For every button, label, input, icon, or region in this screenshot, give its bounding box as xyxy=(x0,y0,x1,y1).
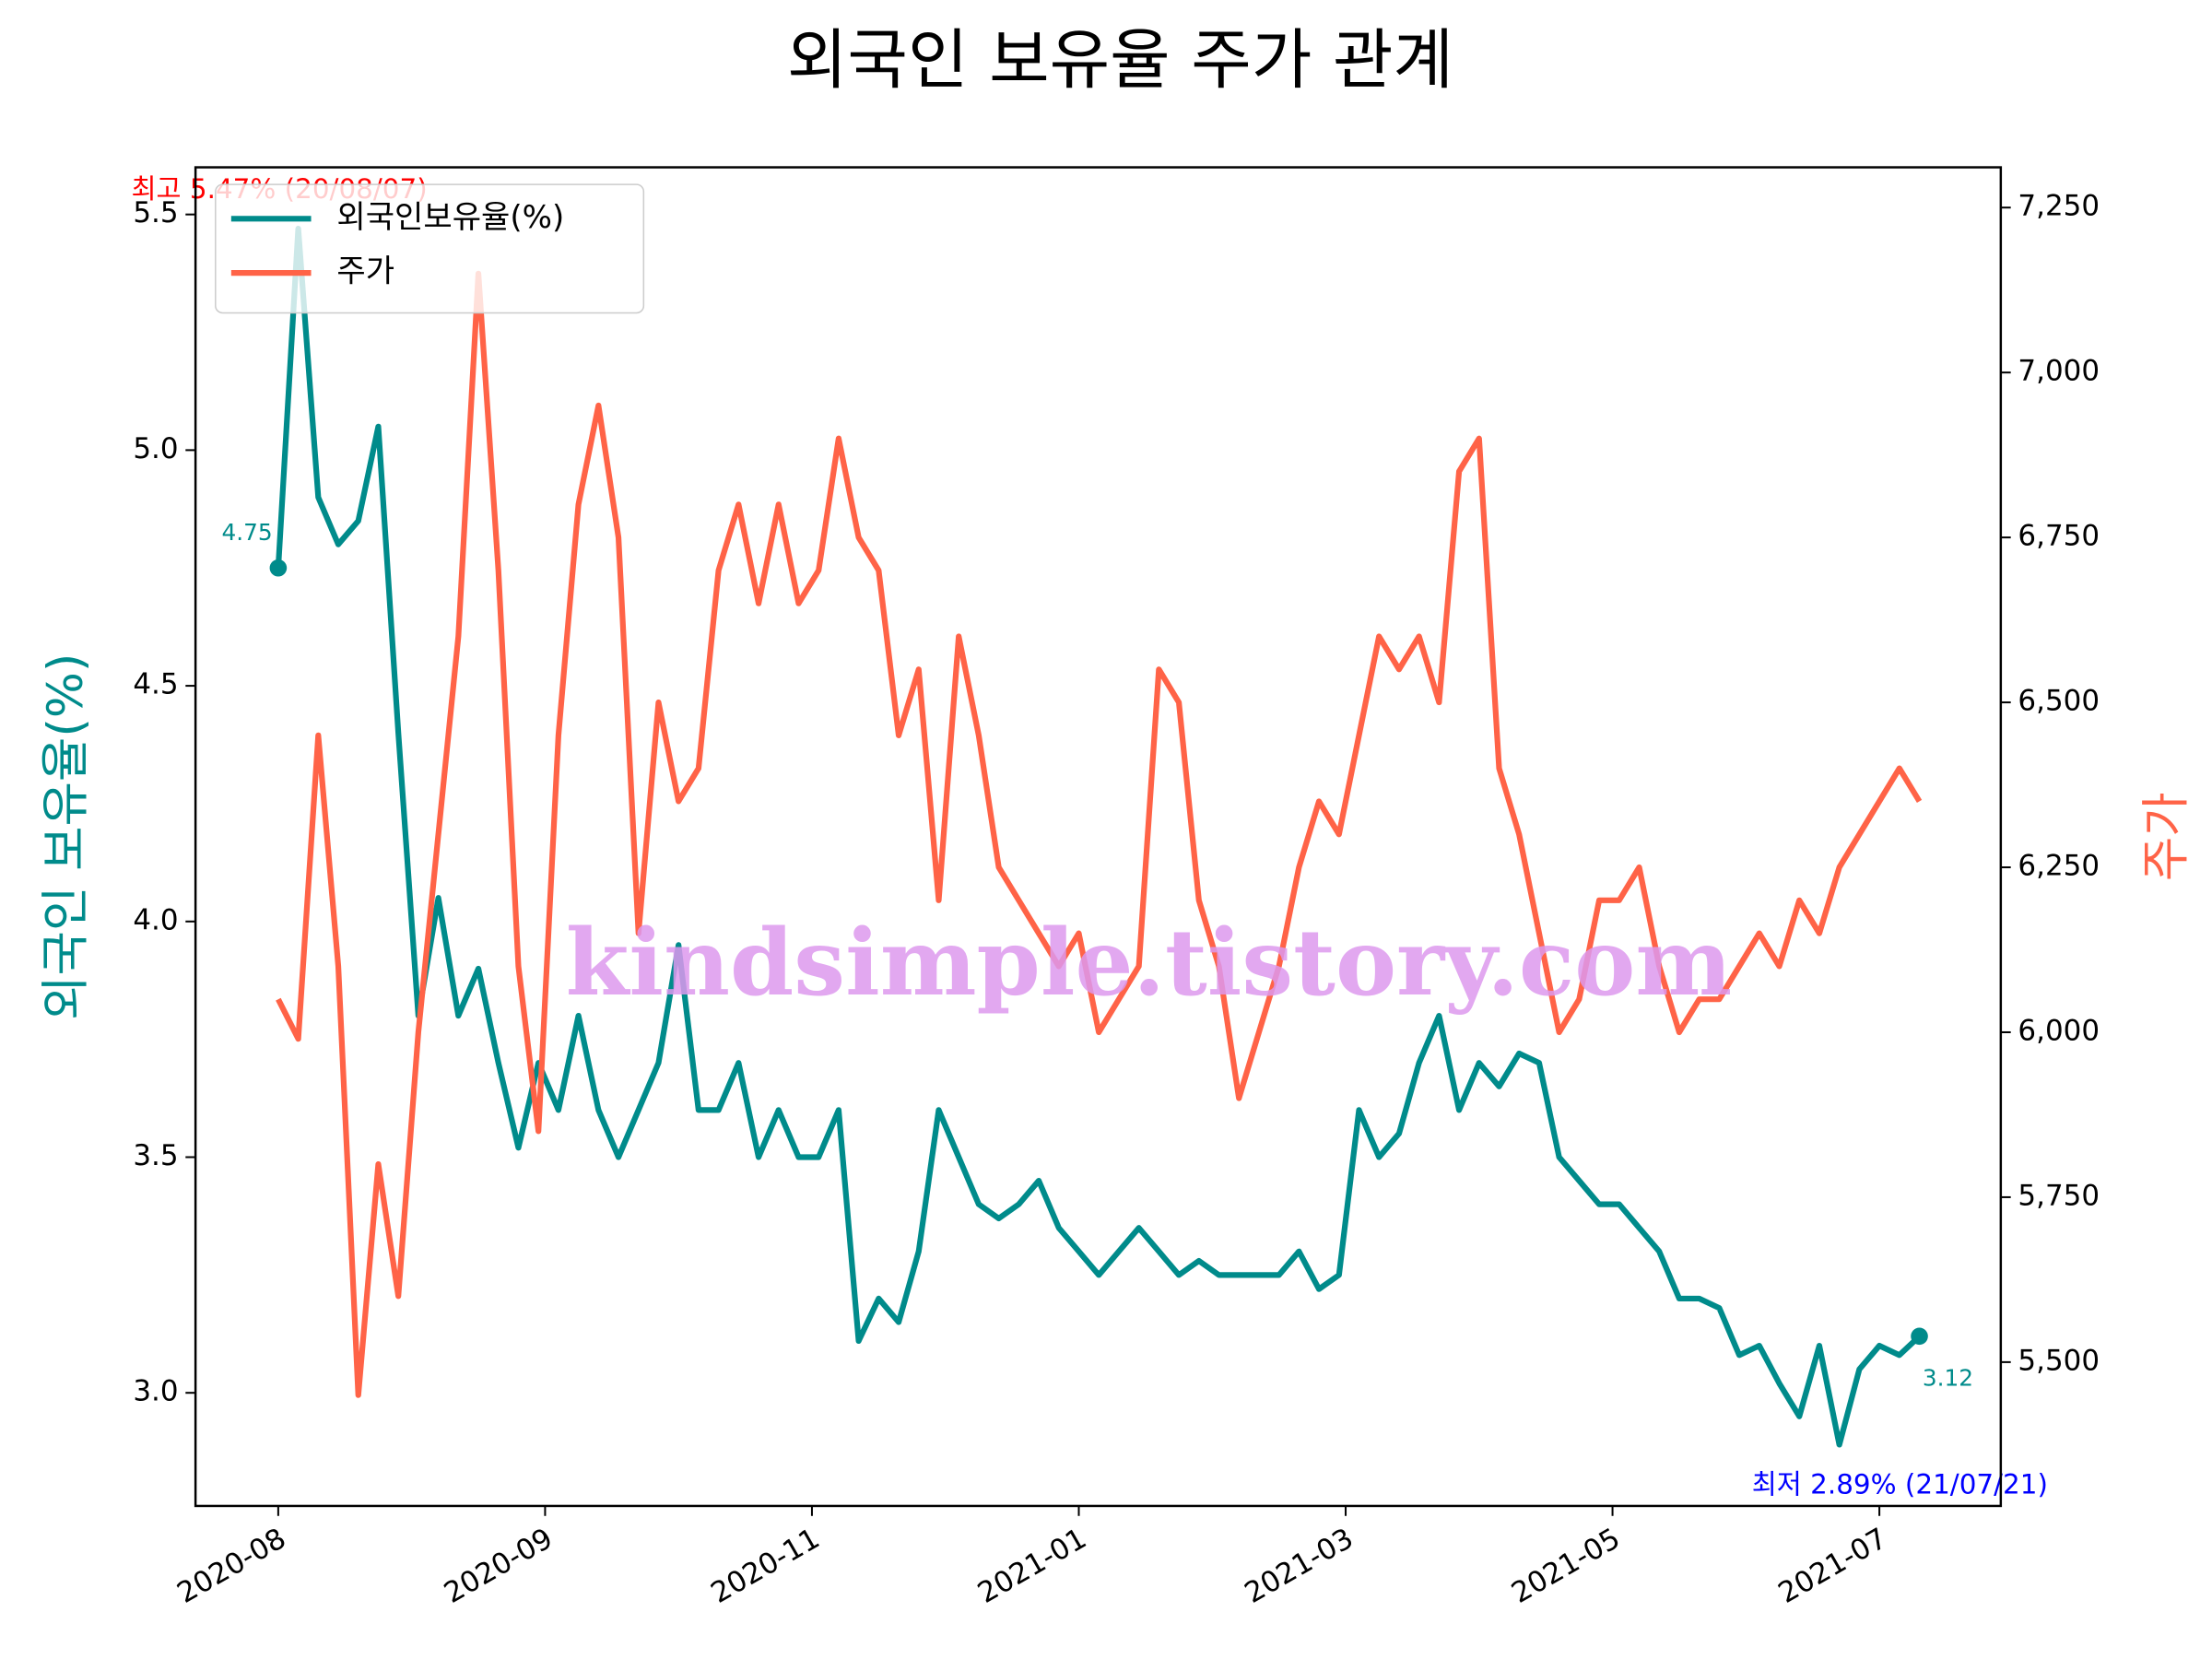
y2-tick-label: 7,000 xyxy=(2018,355,2100,388)
end-point xyxy=(1911,1327,1928,1346)
x-tick-label: 2020-09 xyxy=(439,1522,559,1610)
y-tick-label: 3.5 xyxy=(133,1139,178,1172)
x-tick-label: 2020-11 xyxy=(705,1522,825,1610)
y-tick-label: 5.0 xyxy=(133,432,178,465)
x-tick-label: 2020-08 xyxy=(171,1522,291,1610)
legend-box xyxy=(215,183,645,314)
watermark: kindsimple.tistory.com xyxy=(566,910,1732,1017)
chart-title: 외국인 보유율 주가 관계 xyxy=(787,22,1453,99)
y2-tick-label: 6,000 xyxy=(2018,1014,2100,1047)
x-tick-label: 2021-03 xyxy=(1239,1522,1359,1610)
y2-tick-label: 6,750 xyxy=(2018,520,2100,553)
line-series xyxy=(276,270,1923,1398)
y2-tick-label: 6,250 xyxy=(2018,850,2100,883)
x-tick-label: 2021-05 xyxy=(1506,1522,1626,1610)
start-label: 4.75 xyxy=(222,519,273,546)
y-axis-label: 외국인 보유율(%) xyxy=(38,653,94,1020)
line-series xyxy=(275,225,1922,1448)
y2-axis-label: 주가 xyxy=(2138,792,2194,881)
y2-tick-label: 6,500 xyxy=(2018,685,2100,718)
legend-label: 주가 xyxy=(336,253,394,290)
y-tick-label: 4.5 xyxy=(133,668,178,701)
start-point xyxy=(269,559,288,577)
y2-tick-label: 5,750 xyxy=(2018,1179,2100,1212)
y-tick-label: 5.5 xyxy=(133,196,178,229)
plot-frame xyxy=(194,166,2003,1508)
end-label: 3.12 xyxy=(1923,1364,1973,1391)
y-tick-label: 3.0 xyxy=(133,1375,178,1408)
y-tick-label: 4.0 xyxy=(133,903,178,936)
y2-tick-label: 7,250 xyxy=(2018,190,2100,223)
x-tick-label: 2021-07 xyxy=(1773,1522,1893,1610)
min-label: 최저 2.89% (21/07/21) xyxy=(1752,1469,2048,1500)
y2-tick-label: 5,500 xyxy=(2018,1344,2100,1377)
legend-label: 외국인보유율(%) xyxy=(336,199,564,236)
x-tick-label: 2021-01 xyxy=(972,1522,1092,1610)
